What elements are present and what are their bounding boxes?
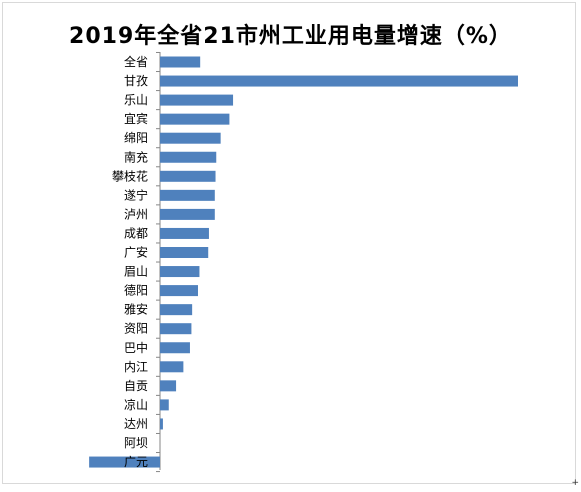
bar-13	[160, 304, 193, 316]
category-label-6: 攀枝花	[112, 168, 148, 183]
category-label-21: 广元	[124, 455, 148, 469]
category-label-19: 达州	[124, 417, 148, 431]
bar-19	[160, 418, 163, 430]
category-label-7: 遂宁	[124, 187, 148, 202]
bar-3	[160, 113, 230, 125]
category-label-13: 雅安	[124, 302, 148, 317]
bar-6	[160, 170, 216, 182]
category-label-8: 泸州	[124, 207, 148, 221]
bar-12	[160, 285, 198, 297]
category-label-11: 眉山	[124, 265, 148, 279]
bar-4	[160, 132, 221, 144]
category-label-18: 凉山	[124, 397, 148, 412]
category-label-12: 德阳	[124, 283, 148, 298]
bar-5	[160, 151, 217, 163]
bar-21	[89, 456, 160, 468]
bar-7	[160, 189, 215, 201]
bar-0	[160, 56, 201, 68]
bar-14	[160, 323, 192, 335]
category-label-2: 乐山	[124, 93, 148, 107]
bar-11	[160, 266, 200, 278]
chart-title: 2019年全省21市州工业用电量增速（%）	[69, 24, 512, 49]
bar-1	[160, 75, 518, 87]
bar-18	[160, 399, 169, 411]
bar-2	[160, 94, 234, 106]
bar-10	[160, 247, 209, 258]
category-label-16: 内江	[124, 360, 148, 374]
category-label-20: 阿坝	[124, 436, 148, 450]
corner-mark: +	[571, 478, 579, 488]
category-label-10: 广安	[124, 245, 148, 260]
category-label-1: 甘孜	[124, 74, 148, 88]
category-label-15: 巴中	[124, 340, 148, 355]
bar-15	[160, 342, 190, 354]
category-label-14: 资阳	[124, 322, 148, 336]
bar-9	[160, 227, 209, 239]
category-label-17: 自贡	[124, 379, 148, 393]
category-label-9: 成都	[124, 226, 148, 240]
category-label-4: 绵阳	[124, 131, 148, 145]
category-label-3: 宜宾	[124, 111, 148, 126]
category-label-0: 全省	[124, 54, 148, 69]
category-label-5: 南充	[124, 149, 148, 164]
bar-17	[160, 380, 177, 392]
bar-8	[160, 208, 215, 220]
bar-16	[160, 361, 184, 373]
